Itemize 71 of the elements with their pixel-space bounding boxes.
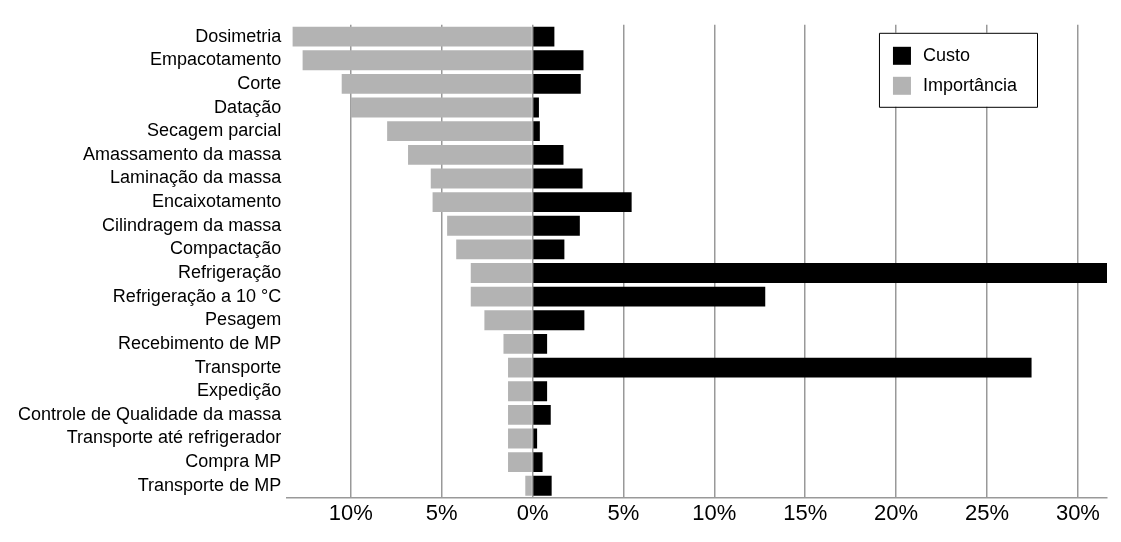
bar: [533, 334, 548, 354]
bar: [533, 428, 538, 449]
y-tick-label: Controle de Qualidade da massa: [17, 403, 283, 424]
bar: [533, 475, 552, 496]
y-tick-label: Transporte até refrigerador: [66, 427, 282, 448]
x-tick-label: 5%: [425, 499, 458, 525]
bar: [533, 73, 581, 94]
bar: [533, 50, 584, 71]
bar: [533, 381, 548, 402]
legend-label: Importância: [922, 74, 1018, 95]
y-tick-label: Transporte de MP: [137, 474, 282, 495]
bar: [525, 475, 532, 496]
bar: [533, 452, 543, 473]
x-tick-label: 30%: [1055, 499, 1100, 525]
y-tick-label: Refrigeração: [178, 261, 282, 282]
bar: [432, 192, 532, 213]
bar: [350, 97, 532, 118]
y-tick-label: Pesagem: [205, 309, 282, 330]
bar: [470, 286, 532, 307]
bar: [508, 357, 532, 378]
bar: [533, 286, 766, 307]
y-tick-label: Recebimento de MP: [118, 332, 282, 353]
y-tick-label: Compra MP: [185, 451, 282, 472]
bar: [508, 428, 532, 449]
y-tick-label: Transporte: [194, 356, 282, 377]
bar: [533, 26, 555, 47]
bar: [533, 168, 583, 189]
bar: [341, 73, 532, 94]
x-tick-label: 20%: [874, 499, 919, 525]
bar: [508, 404, 532, 425]
x-tick-label: 0%: [516, 499, 549, 525]
bar: [533, 144, 564, 165]
y-tick-label: Datação: [214, 96, 282, 117]
bar: [470, 263, 532, 283]
x-tick-label: 10%: [328, 499, 373, 525]
x-tick-label: 15%: [783, 499, 828, 525]
y-tick-label: Secagem parcial: [147, 120, 282, 141]
bar: [533, 404, 551, 425]
bar: [447, 215, 532, 236]
x-tick-label: 5%: [607, 499, 640, 525]
x-tick-label: 10%: [692, 499, 737, 525]
y-tick-label: Laminação da massa: [110, 167, 283, 188]
bar: [302, 50, 532, 71]
bar: [430, 168, 532, 189]
bar: [533, 310, 585, 331]
y-tick-label: Expedição: [197, 380, 282, 401]
bar: [533, 215, 580, 236]
y-tick-label: Corte: [237, 72, 282, 93]
x-tick-label: 25%: [965, 499, 1010, 525]
bar: [503, 334, 532, 354]
y-tick-label: Encaixotamento: [152, 191, 282, 212]
bar: [533, 192, 632, 213]
bar: [387, 121, 532, 142]
y-tick-label: Empacotamento: [150, 49, 282, 70]
y-tick-label: Refrigeração a 10 °C: [112, 285, 282, 306]
bar: [484, 310, 532, 331]
bar: [533, 357, 1032, 378]
y-tick-label: Compactação: [170, 238, 282, 259]
y-tick-label: Cilindragem da massa: [102, 214, 283, 235]
bar: [408, 144, 532, 165]
legend-label: Custo: [922, 44, 970, 65]
bar: [456, 239, 532, 260]
bar: [292, 26, 532, 47]
bar: [533, 121, 540, 142]
bar: [533, 239, 565, 260]
bar: [533, 97, 539, 118]
bar: [533, 263, 1107, 283]
bar: [508, 381, 532, 402]
bar: [508, 452, 532, 473]
y-tick-label: Dosimetria: [195, 25, 283, 46]
y-tick-label: Amassamento da massa: [83, 143, 283, 164]
